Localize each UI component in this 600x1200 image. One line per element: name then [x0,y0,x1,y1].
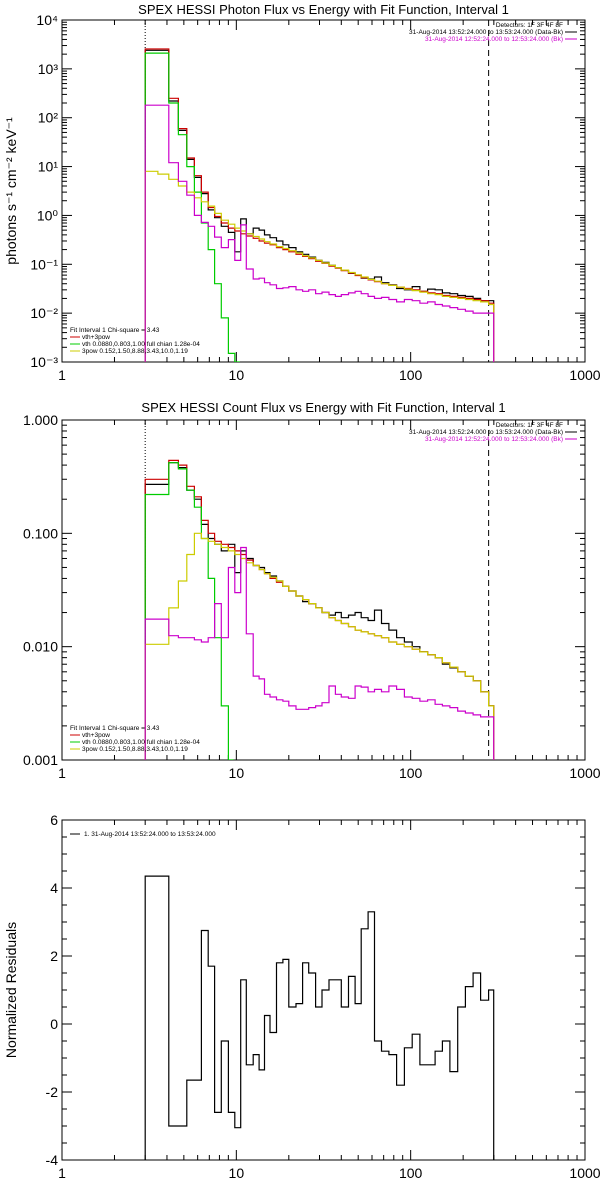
series-line-4 [144,170,495,362]
series-group [144,48,495,362]
fit-info-line: vth 0.0880,0.803,1.00 full chian 1.28e-0… [82,739,200,746]
y-tick-label: 10⁻³ [30,354,58,370]
x-tick-label: 100 [399,1165,423,1181]
chart-panel-1: SPEX HESSI Photon Flux vs Energy with Fi… [3,2,600,383]
series-line-3 [144,52,240,362]
series-line-1 [144,875,495,1160]
y-tick-label: 10¹ [38,159,59,175]
series-group [144,459,495,760]
x-tick-label: 1000 [569,1165,600,1181]
fit-info-line: 3pow 0.152,1.50,8.88,3.43,10.0,1.19 [82,348,188,355]
series-line-5 [144,546,495,760]
chart-title: SPEX HESSI Count Flux vs Energy with Fit… [141,400,505,415]
header-line: Detectors: 1F 3F 4F 8F [496,22,563,29]
series-group [144,875,495,1160]
series-line-2 [144,459,495,760]
y-tick-label: 4 [50,880,58,896]
x-tick-label: 10 [229,1165,245,1181]
fit-info-line: vth+3pow [82,732,110,739]
fit-info-line: vth+3pow [82,334,110,341]
x-tick-label: 100 [399,765,423,781]
y-tick-label: 1.000 [23,412,58,428]
x-tick-label: 10 [229,367,245,383]
fit-info-line: Fit Interval 1 Chi-square = 3.43 [70,725,160,732]
y-tick-label: 10⁰ [37,207,59,223]
header-line: 31-Aug-2014 12:52:24.000 to 12:53:24.000… [425,36,563,43]
x-tick-label: 1 [58,765,66,781]
y-axis-label: photons s⁻¹ cm⁻² keV⁻¹ [3,117,19,265]
y-tick-label: 6 [50,812,58,828]
chart-panel-3: 1 10 100 1000 -4 -2 0 2 4 6 Normalized Residuals 1.… [3,812,600,1181]
header-line: 31-Aug-2014 13:52:24.000 to 13:53:24.000… [409,429,563,436]
y-tick-label: 10⁴ [36,12,58,28]
y-tick-label: 0.100 [23,525,58,541]
y-tick-label: 0.010 [23,639,58,655]
y-tick-label: -2 [46,1084,59,1100]
x-tick-label: 100 [399,367,423,383]
x-tick-label: 1000 [569,765,600,781]
fit-info-line: Fit Interval 1 Chi-square = 3.43 [70,327,160,334]
y-tick-label: 10⁻¹ [30,256,58,272]
y-tick-label: 0 [50,1016,58,1032]
header-line: 31-Aug-2014 12:52:24.000 to 12:53:24.000… [425,436,563,443]
y-tick-label: 10⁻² [30,305,58,321]
y-tick-label: 0.001 [23,752,58,768]
plot-frame [61,419,586,761]
y-tick-label: -4 [46,1152,59,1168]
x-tick-label: 1 [58,1165,66,1181]
series-line-1 [144,49,495,362]
chart-title: SPEX HESSI Photon Flux vs Energy with Fi… [138,2,509,17]
plot-frame [61,19,586,363]
series-line-2 [144,48,495,362]
x-tick-label: 1000 [569,367,600,383]
y-tick-label: 2 [50,948,58,964]
x-tick-label: 1 [58,367,66,383]
legend-label: 1. 31-Aug-2014 13:52:24.000 to 13:53:24.… [84,831,216,838]
header-line: Detectors: 1F 3F 4F 8F [496,422,563,429]
y-axis-label: Normalized Residuals [3,922,19,1058]
header-line: 31-Aug-2014 13:52:24.000 to 13:53:24.000… [409,29,563,36]
series-line-4 [144,532,495,760]
fit-info-line: 3pow 0.152,1.50,8.88,3.43,10.0,1.19 [82,746,188,753]
x-tick-label: 10 [229,765,245,781]
fit-info-line: vth 0.0880,0.803,1.00 full chian 1.28e-0… [82,341,200,348]
chart-panel-2: SPEX HESSI Count Flux vs Energy with Fit… [23,400,600,781]
y-tick-label: 10³ [38,61,59,77]
y-tick-label: 10² [38,110,59,126]
series-line-3 [144,462,234,760]
series-line-5 [144,104,495,362]
